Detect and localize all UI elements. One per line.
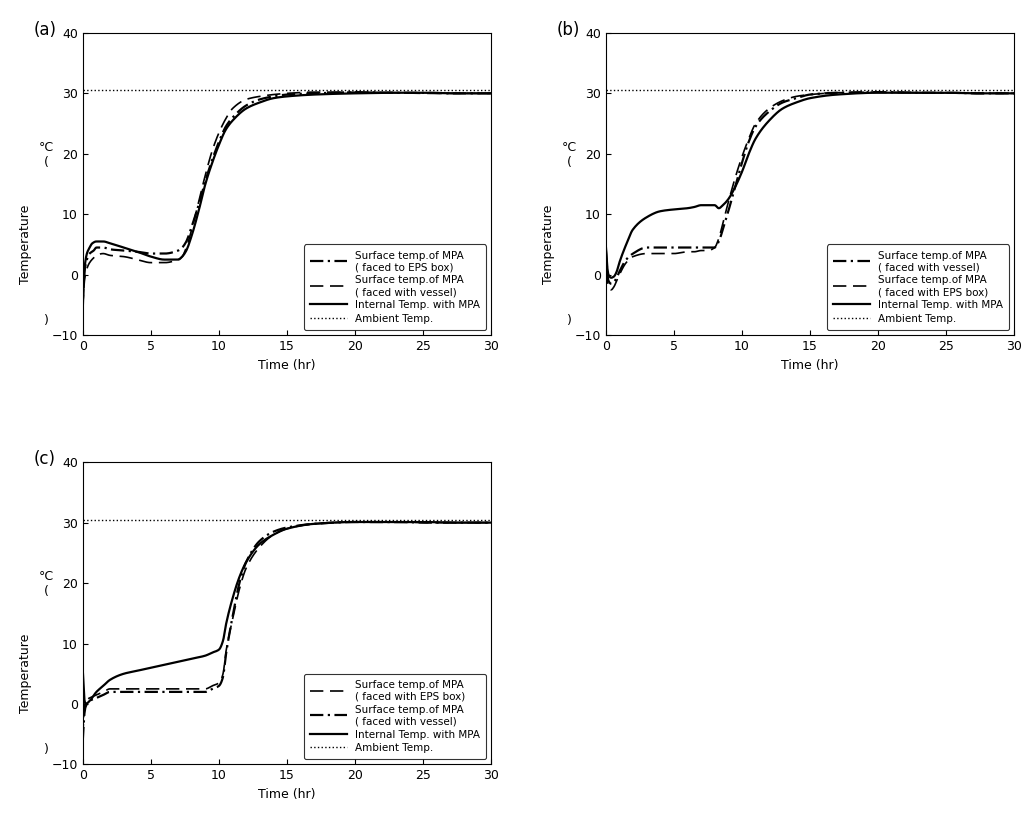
Y-axis label: °C
(: °C ( xyxy=(561,141,576,169)
Text: ): ) xyxy=(43,743,49,756)
Text: (a): (a) xyxy=(34,21,57,39)
Text: Temperature: Temperature xyxy=(542,205,555,284)
Legend: Surface temp.of MPA
( faced with vessel), Surface temp.of MPA
( faced with EPS b: Surface temp.of MPA ( faced with vessel)… xyxy=(827,244,1009,330)
Y-axis label: °C
(: °C ( xyxy=(38,141,54,169)
Text: ): ) xyxy=(566,313,571,326)
X-axis label: Time (hr): Time (hr) xyxy=(259,358,316,372)
Legend: Surface temp.of MPA
( faced to EPS box), Surface temp.of MPA
( faced with vessel: Surface temp.of MPA ( faced to EPS box),… xyxy=(304,244,486,330)
Text: Temperature: Temperature xyxy=(19,205,32,284)
Legend: Surface temp.of MPA
( faced with EPS box), Surface temp.of MPA
( faced with vess: Surface temp.of MPA ( faced with EPS box… xyxy=(304,674,486,760)
Text: (b): (b) xyxy=(557,21,580,39)
X-axis label: Time (hr): Time (hr) xyxy=(259,787,316,801)
Text: (c): (c) xyxy=(34,450,56,468)
Text: Temperature: Temperature xyxy=(19,634,32,713)
Y-axis label: °C
(: °C ( xyxy=(38,570,54,598)
X-axis label: Time (hr): Time (hr) xyxy=(781,358,838,372)
Text: ): ) xyxy=(43,313,49,326)
